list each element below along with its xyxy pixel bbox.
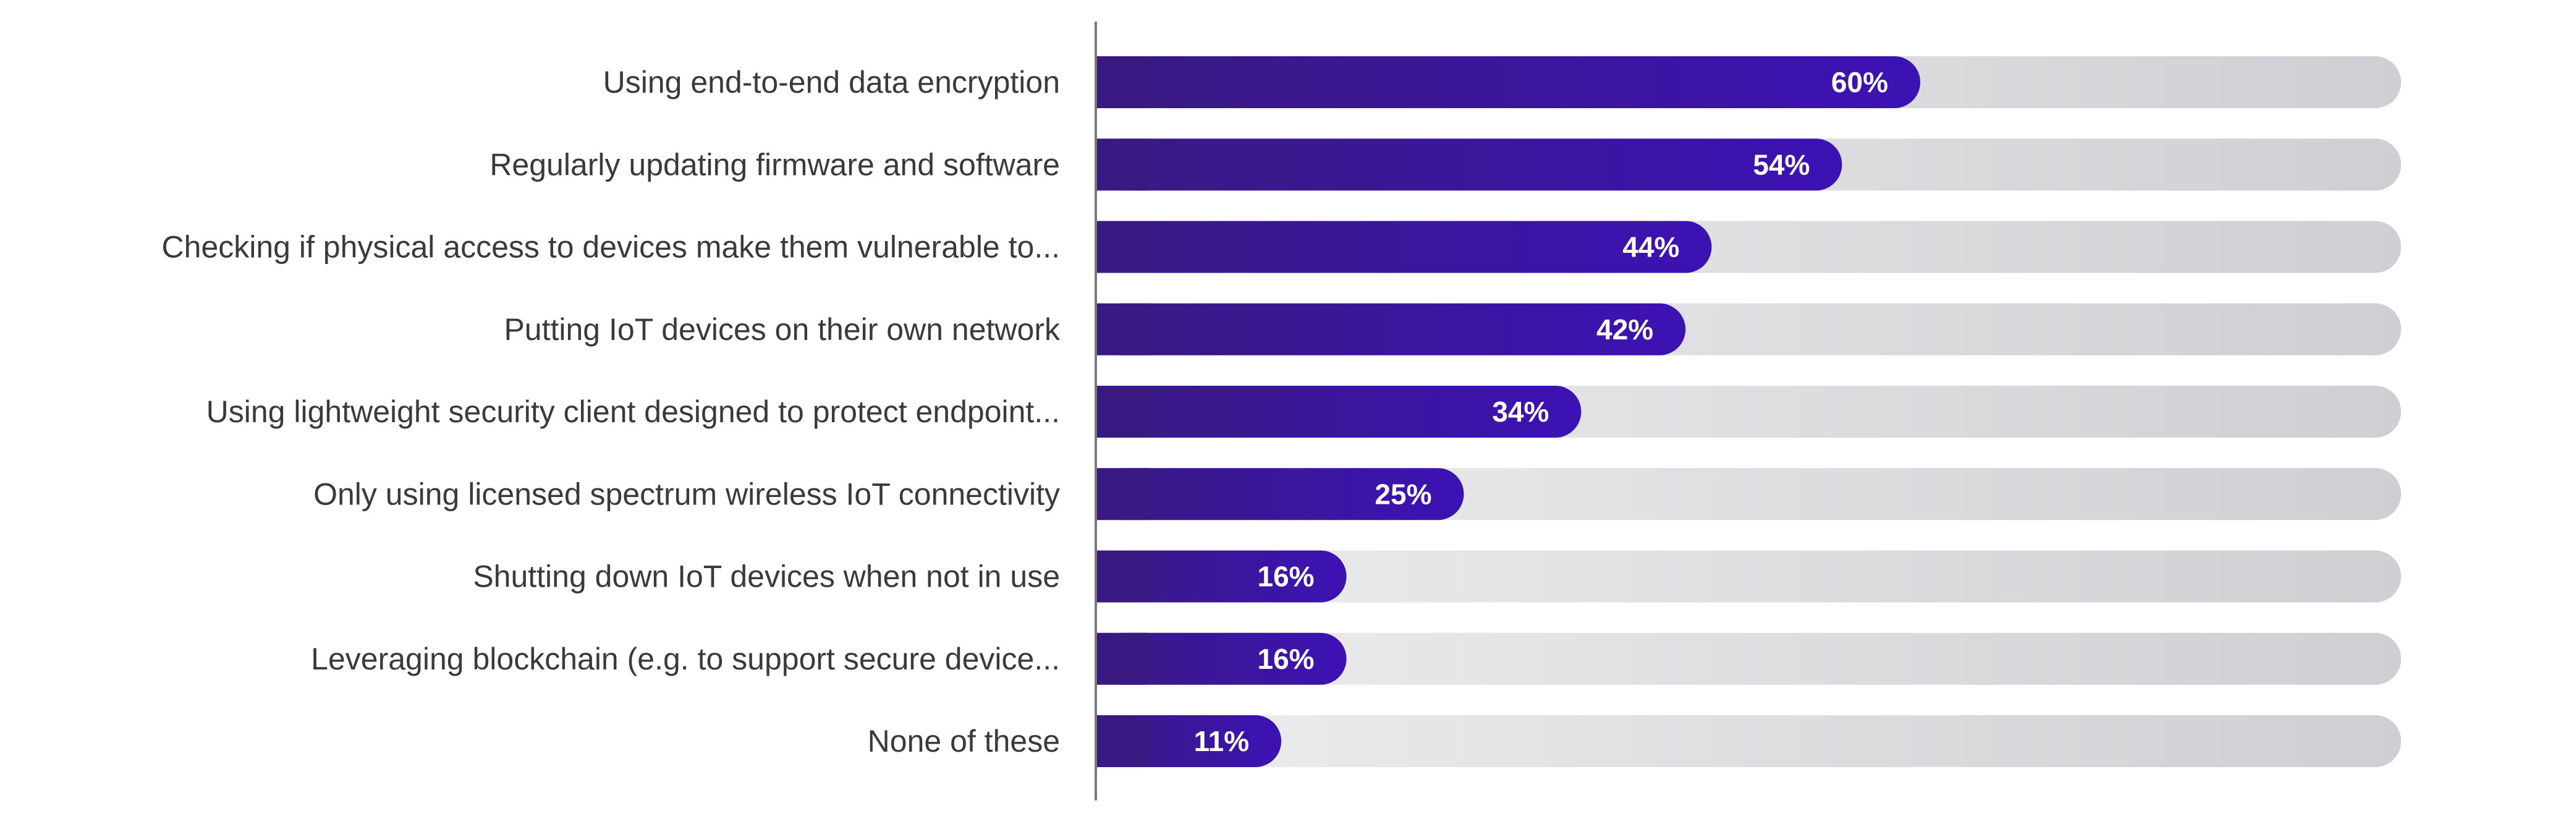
category-label: Leveraging blockchain (e.g. to support s… (311, 642, 1060, 676)
bar (1097, 56, 1920, 108)
bar (1097, 632, 1347, 685)
bar-left-cap (1097, 715, 1149, 767)
bar (1097, 550, 1347, 603)
bar (1097, 221, 1712, 273)
bar-left-cap (1097, 56, 1149, 108)
category-label: Regularly updating firmware and software (489, 147, 1060, 182)
category-label: Checking if physical access to devices m… (162, 230, 1060, 265)
value-label: 44% (1622, 231, 1679, 263)
value-label: 34% (1492, 396, 1549, 428)
bar-track (1097, 715, 2401, 767)
bar-left-cap (1097, 468, 1149, 520)
category-label: None of these (868, 724, 1060, 758)
value-label: 60% (1831, 66, 1888, 98)
value-labels: 60% 54% 44% 42% 34% 25% 16% 16% 11% (1194, 66, 1888, 757)
bar-left-cap (1097, 221, 1149, 273)
bar (1097, 303, 1686, 355)
bar (1097, 468, 1464, 520)
bar-left-cap (1097, 138, 1149, 191)
bar-left-cap (1097, 632, 1149, 685)
category-label: Using lightweight security client design… (206, 394, 1060, 429)
value-label: 25% (1375, 478, 1431, 510)
value-label: 16% (1258, 643, 1315, 675)
bar-track (1097, 632, 2401, 685)
bar-left-cap (1097, 386, 1149, 438)
bar-track (1097, 550, 2401, 603)
bar (1097, 386, 1582, 438)
category-label: Only using licensed spectrum wireless Io… (313, 477, 1060, 511)
value-label: 16% (1258, 561, 1315, 593)
category-label: Shutting down IoT devices when not in us… (473, 559, 1060, 594)
value-label: 11% (1194, 725, 1250, 757)
category-labels: Using end-to-end data encryption Regularl… (162, 65, 1061, 758)
category-label: Using end-to-end data encryption (603, 65, 1060, 100)
bar-left-cap (1097, 303, 1149, 355)
value-label: 54% (1753, 148, 1810, 181)
category-label: Putting IoT devices on their own network (504, 312, 1061, 347)
bar-left-cap (1097, 550, 1149, 603)
bars (1097, 56, 1920, 767)
bar (1097, 138, 1842, 191)
value-label: 42% (1596, 313, 1653, 346)
